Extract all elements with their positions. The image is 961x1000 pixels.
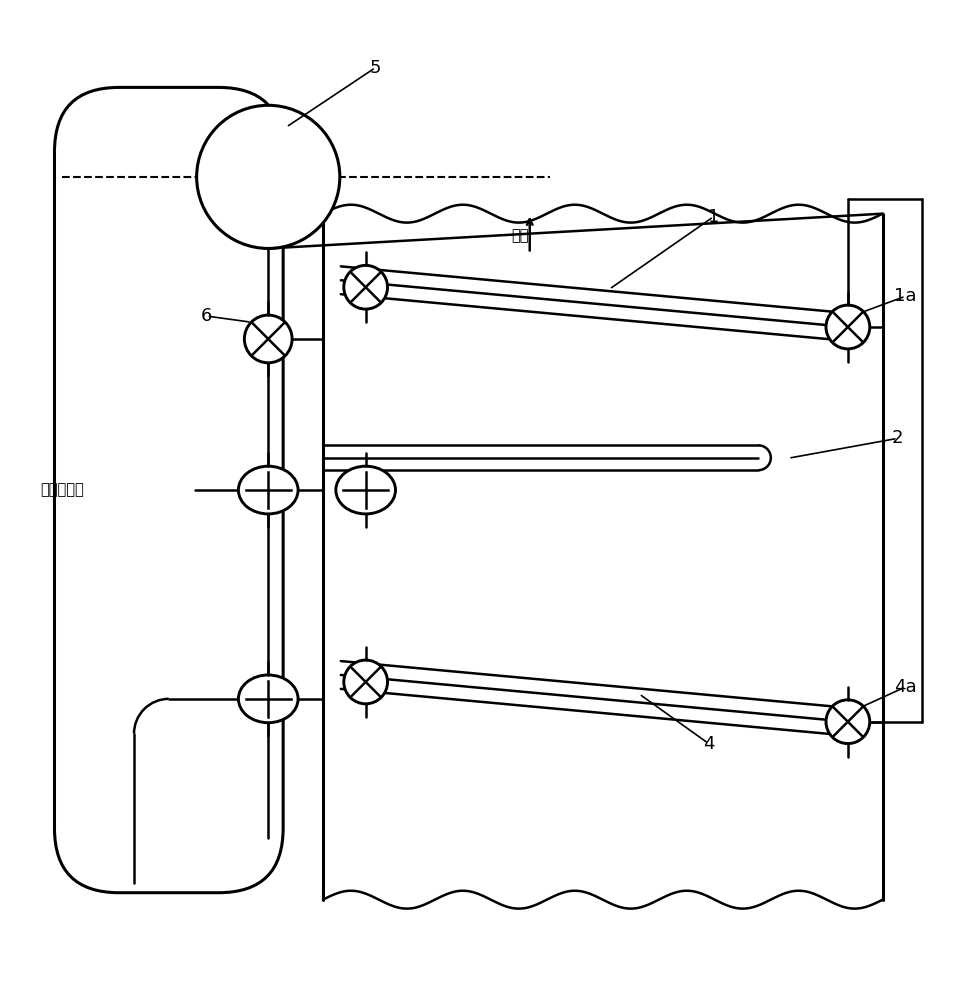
Circle shape <box>825 305 869 349</box>
FancyBboxPatch shape <box>55 87 283 893</box>
Circle shape <box>343 660 387 704</box>
Text: 1: 1 <box>707 208 719 226</box>
Text: 4a: 4a <box>894 678 916 696</box>
Circle shape <box>825 700 869 744</box>
Text: 1a: 1a <box>894 287 916 305</box>
Ellipse shape <box>238 466 298 514</box>
Ellipse shape <box>335 466 395 514</box>
Text: 6: 6 <box>201 307 212 325</box>
Text: 4: 4 <box>702 735 714 753</box>
Circle shape <box>343 265 387 309</box>
Circle shape <box>196 105 339 248</box>
Text: 主蒸汽出口: 主蒸汽出口 <box>40 483 85 498</box>
Text: 物料: 物料 <box>510 228 528 243</box>
Ellipse shape <box>238 675 298 723</box>
Text: 2: 2 <box>891 429 902 447</box>
Circle shape <box>244 315 292 363</box>
Text: 5: 5 <box>369 59 381 77</box>
